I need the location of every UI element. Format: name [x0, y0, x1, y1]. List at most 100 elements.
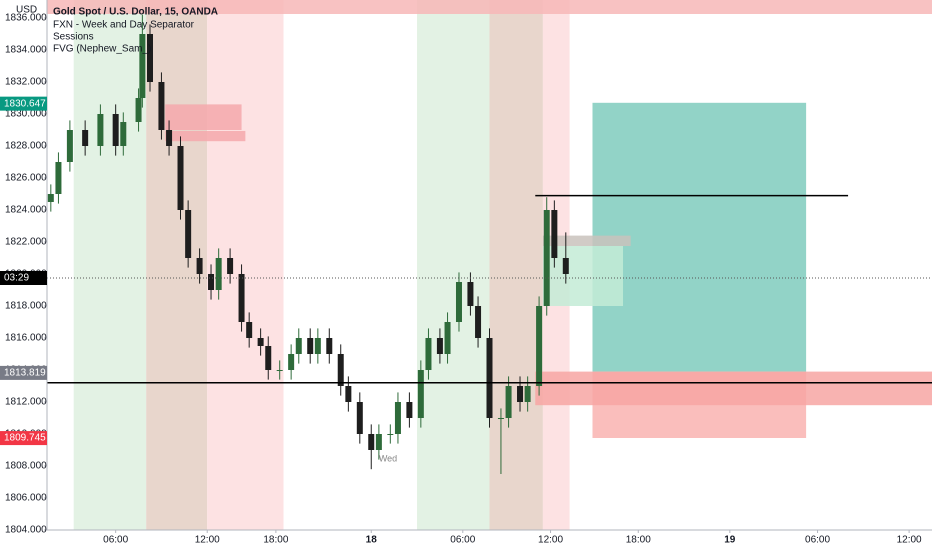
y-tick-label: 1834.000	[5, 45, 47, 56]
candle-body	[196, 258, 203, 274]
candle-body	[497, 418, 504, 419]
candle-body	[158, 82, 165, 130]
candle-body	[146, 34, 153, 82]
candle-body	[139, 34, 146, 98]
indicator-label: FXN - Week and Day Separator	[53, 20, 195, 31]
zone	[542, 235, 631, 246]
zone	[47, 0, 932, 14]
x-tick-label: 18:00	[263, 535, 288, 546]
candle-body	[295, 338, 302, 354]
candle-body	[307, 338, 314, 354]
candle-body	[326, 338, 333, 354]
x-tick-label: 12:00	[897, 535, 922, 546]
candle-body	[337, 354, 344, 386]
candle-body	[467, 282, 474, 306]
candle-body	[97, 114, 104, 146]
y-tick-label: 1826.000	[5, 173, 47, 184]
y-tick-label: 1824.000	[5, 205, 47, 216]
candle-body	[66, 130, 73, 162]
y-tick-label: 1830.000	[5, 109, 47, 120]
y-tick-label: 1828.000	[5, 141, 47, 152]
candle-body	[314, 338, 321, 354]
day-annotation: Wed	[379, 453, 397, 463]
session-band	[73, 0, 147, 530]
candle-body	[276, 370, 283, 371]
price-tag-label: 1813.819	[4, 368, 46, 379]
candle-body	[82, 130, 89, 146]
candle-body	[524, 386, 531, 402]
candle-body	[112, 114, 119, 146]
zone	[165, 130, 246, 142]
x-tick-label: 12:00	[195, 535, 220, 546]
x-tick-label: 06:00	[805, 535, 830, 546]
candle-body	[486, 338, 493, 418]
candle-body	[246, 322, 253, 338]
candle-body	[265, 346, 272, 370]
y-tick-label: 1804.000	[5, 525, 47, 536]
candle-body	[475, 306, 482, 338]
session-band	[417, 0, 490, 530]
price-tag	[0, 431, 47, 446]
candle-body	[425, 338, 432, 370]
candle-body	[406, 402, 413, 418]
x-tick-label: 18:00	[626, 535, 651, 546]
y-tick-label: 1836.000	[5, 13, 47, 24]
candle-body	[238, 274, 245, 322]
y-tick-label: 1832.000	[5, 77, 47, 88]
candle-body	[345, 386, 352, 402]
candle-body	[166, 130, 173, 146]
y-tick-label: 1822.000	[5, 237, 47, 248]
x-tick-label: 19	[724, 535, 736, 546]
candle-body	[356, 402, 363, 434]
x-tick-label: 12:00	[538, 535, 563, 546]
candle-body	[47, 194, 54, 202]
candle-body	[185, 210, 192, 258]
price-tag	[0, 96, 47, 111]
candle-body	[368, 434, 375, 450]
y-tick-label: 1812.000	[5, 397, 47, 408]
indicator-label: FVG (Nephew_Sam_)	[53, 44, 151, 55]
candle-body	[536, 306, 543, 386]
candle-body	[387, 434, 394, 435]
candle-body	[375, 434, 382, 450]
candle-body	[227, 258, 234, 274]
x-axis-area	[47, 530, 932, 550]
candle-body	[562, 258, 569, 274]
y-tick-label: 1816.000	[5, 333, 47, 344]
x-tick-label: 18	[366, 535, 378, 546]
candle-body	[417, 370, 424, 418]
chart-title: Gold Spot / U.S. Dollar, 15, OANDA	[53, 7, 218, 18]
candle-body	[517, 386, 524, 402]
price-tag-label: 03:29	[4, 273, 29, 284]
indicator-label: Sessions	[53, 32, 94, 43]
y-tick-label: 1806.000	[5, 493, 47, 504]
price-tag	[0, 365, 47, 380]
candle-body	[505, 386, 512, 418]
price-tag	[0, 271, 47, 285]
price-tag-label: 1830.647	[4, 98, 46, 109]
session-band	[489, 0, 543, 530]
candle-body	[394, 402, 401, 434]
candle-body	[455, 282, 462, 322]
candle-body	[135, 98, 142, 122]
zone	[535, 371, 932, 406]
candle-body	[55, 162, 62, 194]
candle-body	[177, 146, 184, 210]
x-tick-label: 06:00	[450, 535, 475, 546]
candle-body	[257, 338, 264, 346]
x-tick-label: 06:00	[103, 535, 128, 546]
candle-body	[288, 354, 295, 370]
candle-body	[551, 210, 558, 258]
y-tick-label: 1818.000	[5, 301, 47, 312]
candle-body	[215, 258, 222, 290]
currency: USD	[16, 5, 37, 16]
candle-body	[208, 274, 215, 290]
candle-body	[543, 210, 550, 306]
candle-body	[436, 338, 443, 354]
y-tick-label: 1808.000	[5, 461, 47, 472]
candle-body	[444, 322, 451, 354]
price-tag-label: 1809.745	[4, 433, 46, 444]
candle-body	[120, 122, 127, 146]
zone	[165, 104, 242, 130]
